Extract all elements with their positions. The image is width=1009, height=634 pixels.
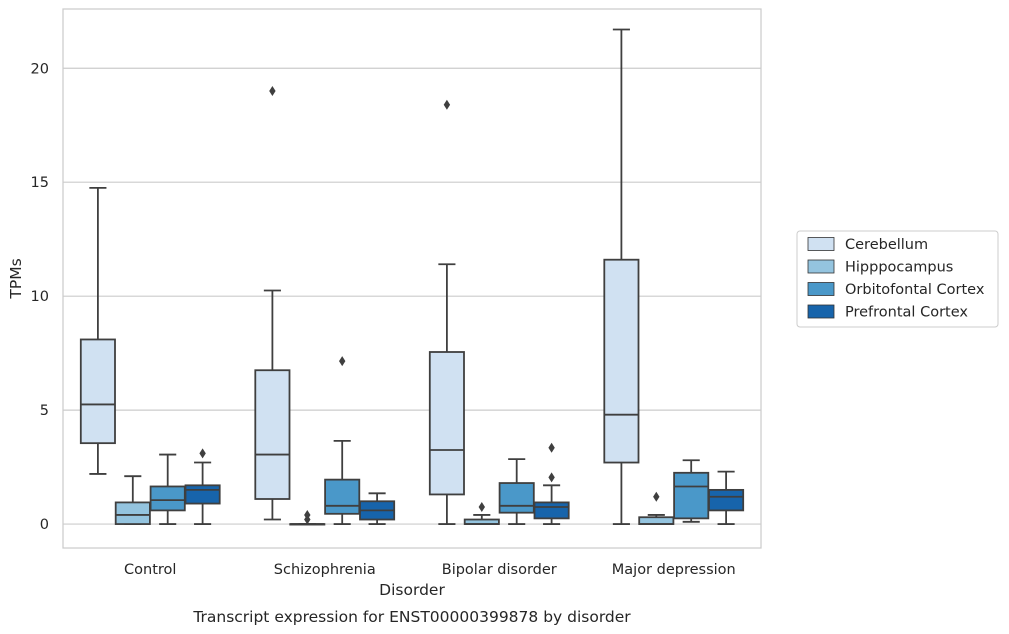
box-major-depression <box>673 459 710 523</box>
legend-item: Hipppocampus <box>807 259 953 276</box>
iqr-box <box>324 478 361 515</box>
x-tick-label: Control <box>124 562 176 578</box>
box-schizophrenia <box>359 492 396 525</box>
outlier-point <box>339 356 346 367</box>
box-major-depression <box>638 491 675 525</box>
iqr-box <box>184 484 221 505</box>
legend: Cerebellum Hipppocampus Orbitofontal Corte… <box>796 230 999 328</box>
y-axis-title: TPMs <box>7 258 25 299</box>
iqr-box <box>79 338 116 445</box>
x-axis-ticks: Control Schizophrenia Bipolar disorder Majo… <box>124 562 736 578</box>
box-schizophrenia <box>254 86 291 521</box>
box-schizophrenia <box>324 356 361 525</box>
box-bipolar-disorder <box>498 458 535 525</box>
y-tick-label: 0 <box>40 517 49 533</box>
legend-item: Orbitofontal Cortex <box>807 282 985 298</box>
chart-caption: Transcript expression for ENST0000039987… <box>192 608 631 626</box>
iqr-box <box>673 471 710 520</box>
iqr-box <box>638 516 675 525</box>
series-orbitofontal-cortex <box>149 356 710 525</box>
box-control <box>184 448 221 525</box>
box-bipolar-disorder <box>533 442 570 525</box>
iqr-box <box>498 482 535 514</box>
outlier-point <box>548 442 555 453</box>
legend-label: Cerebellum <box>845 237 928 253</box>
iqr-box <box>708 488 745 512</box>
box-control <box>149 453 186 525</box>
iqr-box <box>533 501 570 520</box>
box-bipolar-disorder <box>463 501 500 525</box>
legend-swatch <box>807 304 835 319</box>
legend-label: Hipppocampus <box>845 260 953 276</box>
legend-label: Prefrontal Cortex <box>845 305 968 321</box>
box-major-depression <box>603 28 640 525</box>
iqr-box <box>428 351 465 496</box>
legend-label: Orbitofontal Cortex <box>845 282 985 298</box>
box-bipolar-disorder <box>428 99 465 525</box>
y-axis-ticks: 0 5 10 15 20 <box>31 61 49 533</box>
outlier-point <box>269 86 276 97</box>
box-major-depression <box>708 470 745 525</box>
series-prefrontal-cortex <box>184 442 745 525</box>
box-schizophrenia <box>289 509 326 526</box>
x-tick-label: Schizophrenia <box>274 562 376 578</box>
legend-frame <box>796 230 999 328</box>
iqr-box <box>149 485 186 512</box>
legend-item: Prefrontal Cortex <box>807 304 968 321</box>
x-tick-label: Major depression <box>612 562 736 578</box>
outlier-point <box>548 472 555 483</box>
outlier-point <box>478 501 485 512</box>
outlier-point <box>653 491 660 502</box>
box-series <box>79 28 745 526</box>
x-axis-title: Disorder <box>379 581 445 599</box>
y-tick-label: 10 <box>31 289 49 305</box>
plot-frame <box>62 8 762 549</box>
y-tick-label: 20 <box>31 61 49 77</box>
outlier-point <box>199 448 206 459</box>
outlier-point <box>443 99 451 110</box>
iqr-box <box>603 258 640 464</box>
iqr-box <box>114 501 151 525</box>
legend-swatch <box>807 237 835 251</box>
box-control <box>114 475 151 525</box>
y-tick-label: 15 <box>31 175 49 191</box>
iqr-box <box>254 369 291 500</box>
legend-item: Cerebellum <box>807 237 928 253</box>
outlier-point <box>304 509 311 520</box>
legend-swatch <box>807 282 835 296</box>
series-cerebellum <box>79 28 640 525</box>
x-tick-label: Bipolar disorder <box>442 562 557 578</box>
series-hipppocampus <box>114 475 675 526</box>
legend-swatch <box>807 259 835 274</box>
box-control <box>79 187 116 475</box>
y-tick-label: 5 <box>40 403 49 419</box>
